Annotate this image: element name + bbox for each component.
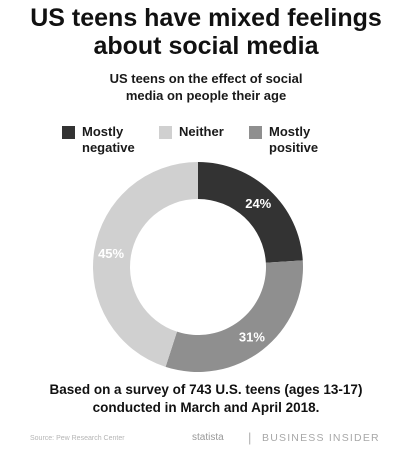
legend-label-mostly-positive: Mostly positive [269, 124, 341, 156]
chart-subtitle: US teens on the effect of social media o… [0, 70, 412, 104]
legend-label-mostly-negative: Mostly negative [82, 124, 154, 156]
business-insider-logo: BUSINESS INSIDER [262, 432, 380, 444]
chart-legend: Mostly negative Neither Mostly positive [0, 124, 412, 164]
footnote-line-2: conducted in March and April 2018. [92, 400, 320, 415]
chart-title: US teens have mixed feelings about socia… [0, 4, 412, 60]
data-label-mostly-negative: 24% [245, 196, 271, 211]
chart-subtitle-line-1: US teens on the effect of social [109, 71, 303, 86]
source-row: Source: Pew Research Center statista | B… [30, 430, 410, 447]
legend-item-mostly-negative: Mostly negative [62, 124, 154, 156]
legend-item-neither: Neither [159, 124, 251, 140]
donut-slice-neither [93, 162, 198, 367]
brand-separator: | [248, 430, 252, 445]
legend-label-line: Mostly [269, 124, 311, 139]
footnote-line-1: Based on a survey of 743 U.S. teens (age… [49, 382, 363, 397]
legend-label-line: positive [269, 140, 319, 155]
data-label-mostly-positive: 31% [239, 330, 265, 345]
legend-item-mostly-positive: Mostly positive [249, 124, 341, 156]
chart-title-line-2: about social media [93, 32, 319, 60]
data-label-neither: 45% [98, 246, 124, 261]
chart-title-line-1: US teens have mixed feelings [30, 4, 382, 32]
statista-logo: statista [192, 432, 224, 443]
legend-label-line: negative [82, 140, 135, 155]
source-text: Source: Pew Research Center [30, 435, 125, 442]
donut-slice-mostly-positive [165, 260, 303, 372]
legend-swatch-mostly-negative [62, 126, 75, 139]
legend-label-line: Neither [179, 124, 224, 139]
chart-footnote: Based on a survey of 743 U.S. teens (age… [0, 381, 412, 417]
legend-swatch-mostly-positive [249, 126, 262, 139]
legend-swatch-neither [159, 126, 172, 139]
legend-label-neither: Neither [179, 124, 251, 140]
legend-label-line: Mostly [82, 124, 124, 139]
donut-slice-mostly-negative [198, 162, 303, 263]
chart-subtitle-line-2: media on people their age [125, 88, 287, 103]
